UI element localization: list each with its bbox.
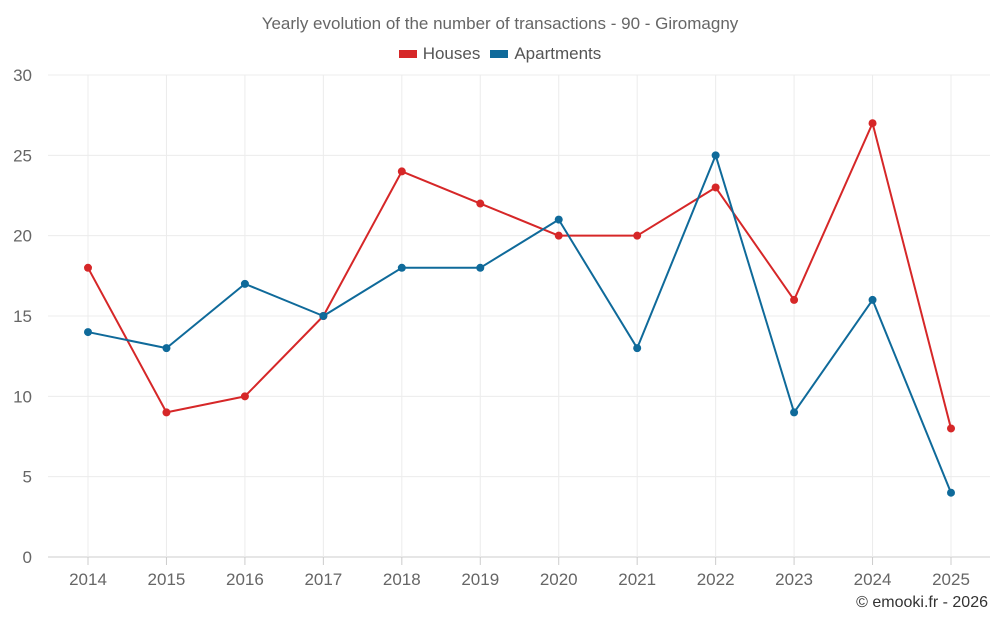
data-point-apartments bbox=[162, 344, 171, 353]
x-tick-label: 2020 bbox=[540, 570, 578, 589]
data-point-houses bbox=[162, 408, 171, 417]
chart-title: Yearly evolution of the number of transa… bbox=[261, 14, 739, 33]
x-tick-label: 2024 bbox=[854, 570, 892, 589]
data-point-houses bbox=[476, 199, 485, 208]
data-point-apartments bbox=[868, 295, 877, 304]
data-point-apartments bbox=[711, 151, 720, 160]
data-point-houses bbox=[240, 392, 249, 401]
legend-item-apartments[interactable]: Apartments bbox=[490, 44, 601, 64]
y-tick-label: 15 bbox=[13, 307, 32, 326]
legend-label-houses: Houses bbox=[422, 44, 481, 63]
series-line-apartments bbox=[87, 154, 952, 494]
x-tick-label: 2017 bbox=[304, 570, 342, 589]
y-tick-label: 5 bbox=[23, 468, 32, 487]
x-tick-label: 2025 bbox=[932, 570, 970, 589]
data-point-apartments bbox=[319, 312, 328, 320]
legend-item-houses[interactable]: Houses bbox=[398, 44, 481, 64]
x-tick-label: 2016 bbox=[226, 570, 264, 589]
data-point-apartments bbox=[554, 215, 563, 224]
data-point-houses bbox=[84, 263, 92, 272]
data-point-houses bbox=[790, 295, 799, 304]
legend: Houses Apartments bbox=[0, 44, 1000, 64]
y-tick-label: 20 bbox=[13, 227, 32, 246]
data-point-houses bbox=[397, 167, 406, 176]
x-tick-label: 2014 bbox=[69, 570, 107, 589]
y-tick-label: 25 bbox=[13, 146, 32, 165]
x-tick-label: 2021 bbox=[618, 570, 656, 589]
data-point-houses bbox=[868, 119, 877, 128]
data-point-apartments bbox=[947, 488, 955, 497]
x-tick-label: 2015 bbox=[148, 570, 186, 589]
data-point-apartments bbox=[633, 344, 642, 353]
y-tick-label: 10 bbox=[13, 387, 32, 406]
data-point-apartments bbox=[790, 408, 799, 417]
y-tick-label: 0 bbox=[23, 548, 32, 567]
data-point-apartments bbox=[476, 263, 485, 272]
data-point-houses bbox=[554, 231, 563, 240]
legend-swatch-apartments bbox=[490, 50, 509, 58]
x-tick-label: 2019 bbox=[461, 570, 499, 589]
data-point-apartments bbox=[397, 263, 406, 272]
x-tick-label: 2022 bbox=[697, 570, 735, 589]
series-line-houses bbox=[87, 122, 952, 429]
legend-swatch-houses bbox=[398, 50, 417, 58]
data-point-houses bbox=[711, 183, 720, 192]
x-tick-label: 2018 bbox=[383, 570, 421, 589]
legend-label-apartments: Apartments bbox=[514, 44, 602, 63]
data-point-apartments bbox=[84, 328, 92, 337]
data-point-apartments bbox=[240, 279, 249, 288]
data-point-houses bbox=[633, 231, 642, 240]
credit: © emooki.fr - 2026 bbox=[856, 594, 988, 611]
data-point-houses bbox=[947, 424, 955, 433]
x-tick-label: 2023 bbox=[775, 570, 813, 589]
y-tick-label: 30 bbox=[13, 66, 32, 85]
